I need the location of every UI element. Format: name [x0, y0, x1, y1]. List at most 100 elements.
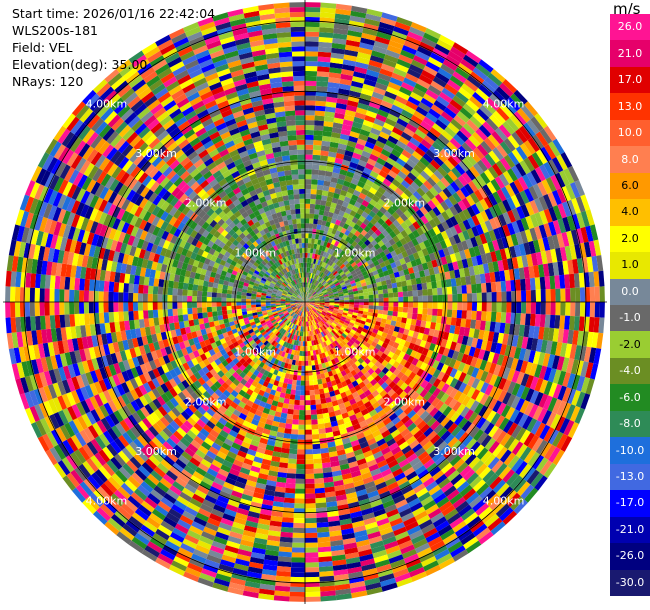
velocity-gate [342, 288, 348, 292]
velocity-gate [356, 164, 365, 172]
velocity-gate [305, 252, 308, 258]
velocity-gate [432, 183, 443, 194]
velocity-gate [459, 126, 472, 139]
velocity-gate [538, 326, 545, 340]
velocity-gate [357, 246, 364, 253]
velocity-gate [301, 356, 305, 361]
velocity-gate [466, 336, 474, 347]
velocity-gate [318, 294, 324, 297]
velocity-gate [495, 312, 502, 323]
velocity-gate [367, 158, 377, 167]
velocity-gate [544, 314, 551, 328]
velocity-gate [399, 86, 413, 97]
velocity-gate [549, 314, 556, 329]
velocity-gate [362, 119, 374, 128]
velocity-gate [327, 211, 334, 218]
velocity-gate [439, 240, 448, 250]
velocity-gate [339, 303, 345, 307]
velocity-gate [351, 272, 358, 278]
velocity-gate [312, 154, 321, 161]
velocity-gate [331, 288, 338, 292]
velocity-gate [446, 286, 453, 295]
velocity-gate [373, 309, 379, 314]
velocity-gate [453, 370, 463, 381]
velocity-gate [374, 236, 382, 244]
velocity-gate [427, 308, 433, 316]
velocity-gate [466, 75, 482, 88]
velocity-gate [438, 249, 446, 258]
velocity-gate [445, 228, 454, 238]
velocity-gate [381, 12, 398, 22]
velocity-gate [367, 64, 381, 73]
velocity-gate [484, 153, 496, 167]
velocity-gate [447, 156, 459, 168]
velocity-gate [402, 291, 409, 297]
velocity-gate [330, 136, 340, 144]
velocity-gate [305, 552, 319, 558]
velocity-gate [284, 393, 291, 400]
velocity-gate [290, 567, 305, 573]
velocity-gate [322, 135, 332, 142]
velocity-gate [330, 52, 345, 60]
velocity-gate [451, 309, 458, 318]
velocity-gate [354, 66, 368, 75]
velocity-gate [324, 296, 330, 299]
velocity-gate [312, 443, 321, 450]
velocity-gate [308, 295, 313, 299]
velocity-gate [334, 246, 340, 253]
velocity-gate [419, 270, 426, 278]
velocity-gate [422, 116, 435, 127]
velocity-gate [485, 117, 499, 131]
velocity-gate [366, 8, 383, 18]
velocity-gate [326, 161, 335, 168]
velocity-gate [490, 282, 497, 293]
velocity-gate [305, 174, 312, 180]
velocity-gate [476, 302, 482, 312]
velocity-gate [407, 312, 413, 319]
velocity-gate [307, 355, 312, 361]
velocity-gate [361, 328, 368, 334]
velocity-gate [506, 96, 521, 112]
velocity-gate [333, 23, 349, 31]
velocity-gate [403, 40, 419, 51]
velocity-gate [314, 305, 319, 308]
velocity-gate [313, 453, 322, 460]
velocity-gate [518, 267, 525, 280]
velocity-gate [535, 338, 543, 353]
velocity-gate [430, 173, 441, 184]
velocity-gate [322, 262, 328, 268]
velocity-gate [333, 192, 340, 200]
velocity-gate [310, 283, 313, 289]
velocity-gate [290, 389, 296, 395]
velocity-gate [334, 305, 340, 308]
velocity-gate [495, 86, 511, 101]
velocity-gate [343, 196, 351, 204]
velocity-gate [341, 258, 347, 264]
velocity-gate [343, 295, 349, 298]
velocity-gate [355, 143, 365, 151]
velocity-gate [534, 166, 546, 182]
velocity-gate [365, 280, 372, 286]
velocity-gate [350, 253, 357, 260]
velocity-gate [314, 287, 319, 292]
velocity-gate [552, 384, 563, 399]
velocity-gate [377, 218, 385, 226]
velocity-gate [285, 482, 296, 489]
velocity-gate [433, 100, 447, 112]
velocity-gate [368, 252, 376, 260]
velocity-gate [431, 141, 444, 153]
velocity-gate [363, 298, 369, 302]
velocity-gate [376, 31, 392, 41]
velocity-gate [357, 159, 367, 168]
velocity-gate [388, 257, 395, 264]
velocity-gate [362, 27, 378, 37]
velocity-gate [305, 125, 315, 131]
velocity-gate [368, 262, 376, 269]
velocity-gate [305, 46, 319, 52]
velocity-gate [345, 104, 358, 112]
velocity-gate [315, 399, 322, 405]
velocity-gate [363, 324, 370, 330]
velocity-gate [313, 293, 318, 297]
velocity-gate [318, 277, 323, 283]
velocity-gate [543, 366, 552, 381]
